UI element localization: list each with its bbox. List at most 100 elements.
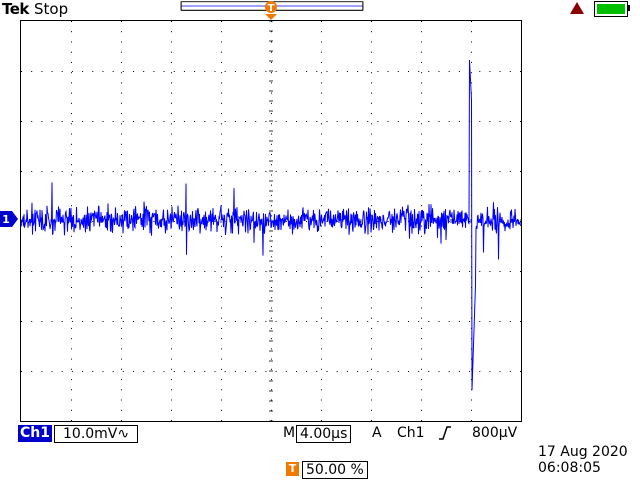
vertical-scale-readout[interactable]: 10.0mV∿ [54,425,139,443]
grid-dot [31,71,33,72]
grid-dot [71,194,72,196]
grid-dot [271,420,272,421]
grid-dot [121,143,122,145]
grid-dot [479,321,481,322]
grid-dot [421,368,422,370]
grid-dot [221,266,222,268]
grid-dot [421,82,422,84]
grid-dot [221,194,222,196]
grid-dot [221,287,222,288]
grid-dot [387,321,389,322]
grid-dot [82,121,84,122]
grid-dot [371,72,372,74]
grid-dot [171,102,172,104]
grid-dot [71,184,72,186]
grid-dot [71,205,72,207]
grid-dot [285,271,287,272]
grid-dot [421,379,422,381]
grid-dot [102,121,104,122]
grid-dot [418,321,420,322]
grid-dot [275,71,277,72]
grid-dot [245,71,246,72]
grid-dot [71,321,73,322]
grid-dot [321,307,322,309]
grid-dot [221,420,222,421]
grid-dot [321,358,322,360]
grid-dot [448,271,450,272]
grid-dot [173,321,175,322]
grid-dot [51,171,53,172]
grid-dot [321,92,322,94]
grid-dot [471,72,472,74]
grid-dot [221,235,222,237]
grid-dot [438,121,440,122]
grid-dot [371,389,372,391]
grid-dot [121,409,122,411]
grid-dot [346,321,348,322]
trigger-level[interactable]: 800µV [472,425,518,441]
channel-1-ground-marker[interactable]: 1 [0,211,18,227]
grid-dot [71,317,72,319]
grid-dot [153,71,155,72]
grid-dot [92,121,94,122]
grid-dot [377,71,379,72]
grid-dot [471,31,472,33]
grid-dot [271,338,272,340]
grid-dot [306,71,308,72]
grid-dot [163,371,165,372]
grid-dot [346,71,348,72]
grid-dot [71,174,72,176]
grid-dot [371,102,372,104]
grid-dot [357,171,359,172]
grid-dot [321,143,322,145]
trigger-source[interactable]: Ch1 [397,425,425,441]
grid-dot [371,82,372,84]
grid-dot [173,121,175,122]
grid-dot [271,174,272,176]
grid-dot [221,21,222,22]
grid-dot [121,235,122,237]
grid-dot [271,61,272,63]
grid-dot [71,154,72,155]
grid-dot [71,82,72,84]
grid-dot [499,71,501,72]
grid-dot [194,371,196,372]
grid-dot [428,171,430,172]
grid-dot [122,171,124,172]
battery-tip [627,5,630,11]
grid-dot [171,317,172,319]
grid-dot [321,41,322,43]
grid-dot [221,143,222,145]
grid-dot [71,164,72,166]
grid-dot [31,221,33,222]
grid-dot [321,82,322,84]
channel-1-badge[interactable]: Ch1 [18,425,52,442]
grid-dot [121,287,122,288]
grid-dot [171,61,172,63]
grid-dot [371,164,372,166]
trigger-position-readout[interactable]: 50.00 % [302,461,368,479]
grid-dot [371,379,372,381]
grid-dot [271,287,272,288]
grid-dot [499,121,501,122]
grid-dot [121,61,122,63]
waveform-display[interactable] [20,20,522,422]
grid-dot [275,371,277,372]
grid-dot [271,72,272,74]
grid-dot [71,399,72,401]
grid-dot [428,371,430,372]
grid-dot [82,171,84,172]
grid-dot [371,246,372,248]
grid-dot [479,71,481,72]
grid-dot [171,399,172,401]
grid-dot [143,371,145,372]
grid-dot [204,71,206,72]
grid-dot [265,321,267,322]
grid-dot [346,121,348,122]
grid-dot [377,371,379,372]
grid-dot [121,399,122,401]
grid-dot [163,71,165,72]
grid-dot [438,271,440,272]
timebase-readout[interactable]: 4.00µs [296,425,352,443]
grid-dot [171,338,172,340]
